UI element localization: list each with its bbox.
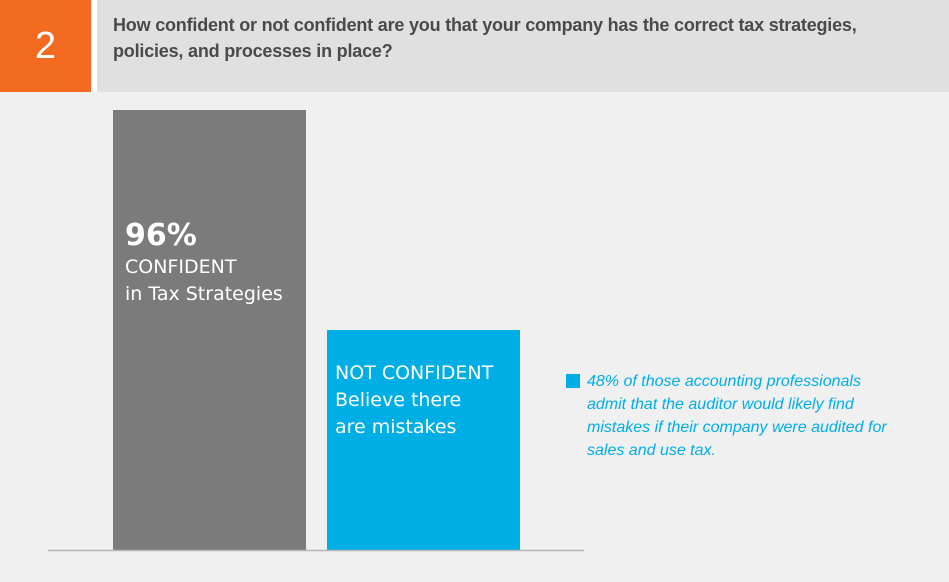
bar-label-not-confident: NOT CONFIDENT Believe there are mistakes xyxy=(335,360,493,441)
question-header: 2 How confident or not confident are you… xyxy=(0,0,949,92)
question-box: How confident or not confident are you t… xyxy=(97,0,949,92)
bar-label-line: in Tax Strategies xyxy=(125,283,283,305)
question-number-badge: 2 xyxy=(0,0,91,92)
bar-label-line: CONFIDENT xyxy=(125,256,237,278)
question-text: How confident or not confident are you t… xyxy=(113,15,857,61)
bar-value-label-confident: 96% xyxy=(125,218,197,253)
annotation-bullet-square xyxy=(566,374,580,388)
bar-label-line: NOT CONFIDENT xyxy=(335,362,494,384)
bar-confident xyxy=(113,110,306,550)
bar-label-line: are mistakes xyxy=(335,416,457,438)
bar-chart xyxy=(48,110,584,552)
chart-panel: 96% CONFIDENT in Tax Strategies NOT CONF… xyxy=(0,92,949,582)
annotation-text: 48% of those accounting professionals ad… xyxy=(587,373,887,459)
bar-label-line: Believe there xyxy=(335,389,462,411)
bar-not-confident xyxy=(327,330,520,550)
bar-label-confident: 96% CONFIDENT in Tax Strategies xyxy=(125,218,283,308)
